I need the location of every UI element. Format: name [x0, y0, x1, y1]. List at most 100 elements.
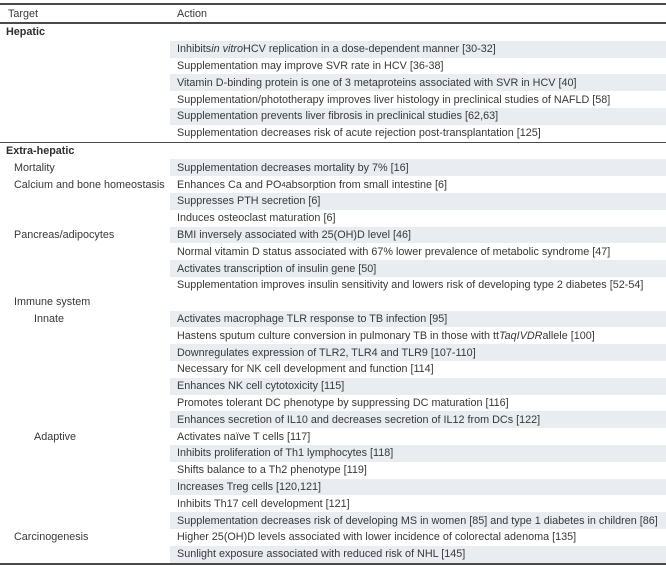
table-row: Enhances NK cell cytotoxicity [115] [0, 377, 666, 395]
action-text: Suppresses PTH secretion [6] [170, 192, 666, 210]
target-label: Innate [34, 312, 65, 325]
action-text: Increases Treg cells [120,121] [170, 478, 666, 496]
action-text: Normal vitamin D status associated with … [177, 245, 611, 258]
table-row: Induces osteoclast maturation [6] [0, 210, 666, 227]
table-row: Adaptive Activates naïve T cells [117] [0, 428, 666, 445]
target-label [0, 91, 170, 108]
table-row: Sunlight exposure associated with reduce… [0, 545, 666, 563]
target-label [0, 361, 170, 378]
action-text: Supplementation may improve SVR rate in … [177, 59, 444, 72]
table-row: Suppresses PTH secretion [6] [0, 192, 666, 210]
target-label [0, 411, 170, 428]
target-label [0, 445, 170, 462]
action-text: Supplementation improves insulin sensiti… [177, 279, 644, 292]
action-text: Activates transcription of insulin gene … [170, 260, 666, 277]
action-text: Supplementation/phototherapy improves li… [177, 93, 611, 106]
target-label [0, 210, 170, 227]
target-label [0, 125, 170, 142]
column-header-action: Action [177, 7, 208, 20]
table-row: Hastens sputum culture conversion in pul… [0, 327, 666, 344]
action-text: Downregulates expression of TLR2, TLR4 a… [170, 344, 666, 361]
action-text: Enhances NK cell cytotoxicity [115] [170, 377, 666, 395]
action-text: Inhibits Th17 cell development [121] [177, 497, 350, 510]
action-text: Shifts balance to a Th2 phenotype [119] [177, 464, 367, 477]
target-label [0, 108, 170, 125]
action-text: BMI inversely associated with 25(OH)D le… [170, 226, 666, 244]
table-row: Normal vitamin D status associated with … [0, 243, 666, 260]
target-label: Adaptive [34, 430, 77, 443]
table-row: Innate Activates macrophage TLR response … [0, 310, 666, 328]
target-label [0, 395, 170, 412]
action-text: Inhibits proliferation of Th1 lymphocyte… [170, 444, 666, 462]
target-label [0, 41, 170, 58]
target-label [0, 327, 170, 344]
action-text [170, 24, 666, 41]
table-row: Vitamin D-binding protein is one of 3 me… [0, 74, 666, 92]
target-label: Immune system [14, 296, 91, 309]
action-text: Supplementation decreases risk of acute … [177, 127, 541, 140]
action-text: Supplementation prevents liver fibrosis … [170, 107, 666, 125]
action-text [170, 143, 666, 160]
target-label [0, 58, 170, 75]
target-label [0, 378, 170, 395]
target-label: Mortality [14, 161, 55, 174]
table-row: Calcium and bone homeostasis Enhances Ca … [0, 176, 666, 193]
action-text: Necessary for NK cell development and fu… [177, 363, 434, 376]
action-text: Activates macrophage TLR response to TB … [170, 310, 666, 328]
target-label [0, 277, 170, 294]
column-header-target: Target [8, 7, 39, 20]
vitamin-d-actions-table: Target Action Hepatic Inhibits in vitro H… [0, 3, 666, 565]
target-label [0, 462, 170, 479]
table-row: Pancreas/adipocytes BMI inversely associa… [0, 226, 666, 244]
target-label [0, 479, 170, 496]
table-row: Supplementation prevents liver fibrosis … [0, 107, 666, 125]
table-header-row: Target Action [0, 5, 666, 24]
action-text: Promotes tolerant DC phenotype by suppre… [177, 396, 509, 409]
target-label [0, 74, 170, 91]
table-row: Immune system [0, 294, 666, 311]
action-text: Sunlight exposure associated with reduce… [170, 545, 666, 563]
table-row: Inhibits proliferation of Th1 lymphocyte… [0, 444, 666, 462]
action-text: Enhances secretion of IL10 and decreases… [170, 411, 666, 429]
target-label: Calcium and bone homeostasis [14, 178, 165, 191]
target-label [0, 495, 170, 512]
action-text [170, 294, 666, 311]
action-text: Inhibits in vitro HCV replication in a d… [170, 40, 666, 58]
table-row: Downregulates expression of TLR2, TLR4 a… [0, 344, 666, 361]
action-text: Induces osteoclast maturation [6] [177, 212, 336, 225]
action-text: Activates naïve T cells [117] [177, 430, 311, 443]
section-label: Hepatic [6, 26, 46, 39]
table-row: Inhibits in vitro HCV replication in a d… [0, 40, 666, 58]
table-row: Supplementation may improve SVR rate in … [0, 58, 666, 75]
table-row: Promotes tolerant DC phenotype by suppre… [0, 395, 666, 412]
action-text: Hastens sputum culture conversion in pul… [177, 329, 595, 342]
table-row: Increases Treg cells [120,121] [0, 478, 666, 496]
table-row: Mortality Supplementation decreases morta… [0, 159, 666, 177]
action-text: Vitamin D-binding protein is one of 3 me… [170, 74, 666, 92]
section-label: Extra-hepatic [6, 144, 75, 157]
target-label [0, 260, 170, 277]
target-label [0, 512, 170, 529]
table-row: Activates transcription of insulin gene … [0, 260, 666, 277]
table-row: Supplementation decreases risk of develo… [0, 512, 666, 529]
action-text: Supplementation decreases risk of develo… [170, 512, 666, 529]
target-label [0, 546, 170, 563]
target-label [0, 243, 170, 260]
target-label [0, 344, 170, 361]
action-text: Supplementation decreases mortality by 7… [170, 159, 666, 177]
table-row: Inhibits Th17 cell development [121] [0, 495, 666, 512]
action-text: Enhances Ca and PO 4 absorption from smal… [177, 178, 448, 191]
table-row: Supplementation/phototherapy improves li… [0, 91, 666, 108]
target-label: Pancreas/adipocytes [14, 228, 115, 241]
table-body: Hepatic Inhibits in vitro HCV replication… [0, 24, 666, 563]
target-label: Carcinogenesis [14, 531, 89, 544]
table-row: Supplementation decreases risk of acute … [0, 125, 666, 142]
action-text: Higher 25(OH)D levels associated with lo… [177, 531, 577, 544]
table-row: Necessary for NK cell development and fu… [0, 361, 666, 378]
table-row: Carcinogenesis Higher 25(OH)D levels asso… [0, 529, 666, 546]
table-row: Shifts balance to a Th2 phenotype [119] [0, 462, 666, 479]
table-row: Hepatic [0, 24, 666, 41]
table-row: Enhances secretion of IL10 and decreases… [0, 411, 666, 429]
target-label [0, 193, 170, 210]
